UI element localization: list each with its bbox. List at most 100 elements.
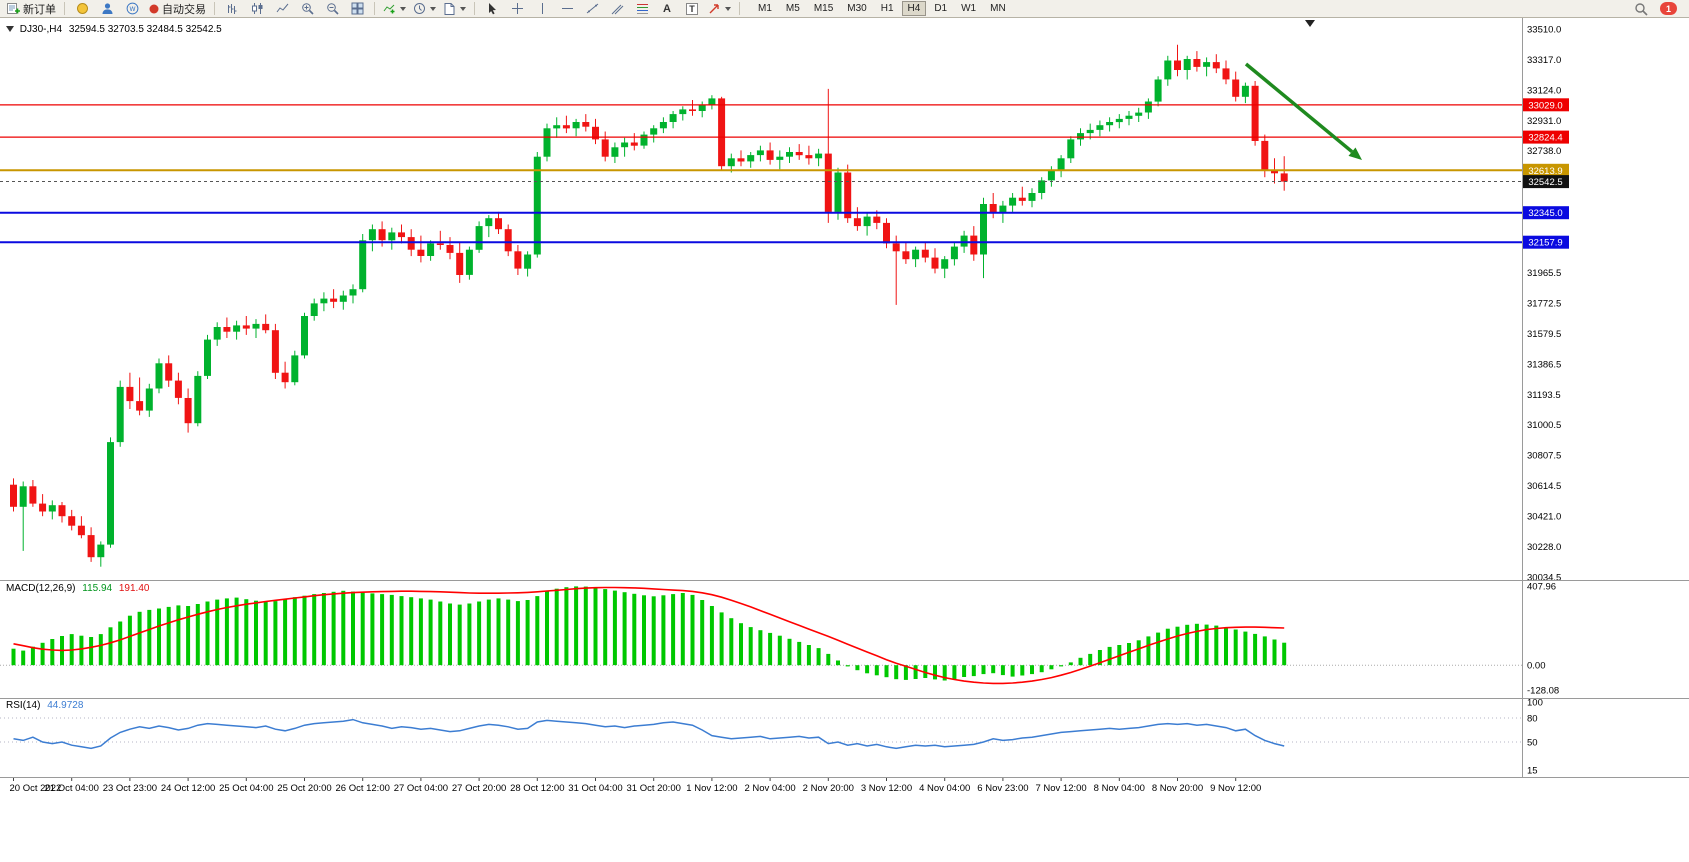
arrows-dropdown-button[interactable] [705,0,734,18]
candle-body [1077,133,1084,140]
new-order-button[interactable]: 新订单 [4,0,59,18]
macd-bar [680,593,685,666]
rsi-axis-label: 50 [1527,738,1538,749]
channel-tool-button[interactable] [605,0,629,18]
fibonacci-tool-button[interactable] [630,0,654,18]
candle-body [495,218,502,230]
macd-bar [273,601,278,666]
macd-bar [690,594,695,666]
timeframe-MN[interactable]: MN [990,3,1006,14]
chart-bars-button[interactable] [220,0,244,18]
date-label: 27 Oct 04:00 [394,783,448,794]
price-tag-32157.9[interactable]: 32157.9 [1522,235,1569,249]
trend-arrow-head[interactable] [1348,147,1363,161]
timeframe-M5[interactable]: M5 [785,3,800,14]
macd-bar [525,600,530,666]
trendline-tool-button[interactable] [580,0,604,18]
macd-signal-line [13,586,1285,685]
time-scale-area[interactable] [0,778,1689,800]
chart-candles-button[interactable] [245,0,269,18]
periods-dropdown-button[interactable] [410,0,439,18]
timeframe-H4[interactable]: H4 [901,1,927,16]
horizontal-line-tool-button[interactable] [555,0,579,18]
price-tag-33029.0[interactable]: 33029.0 [1522,98,1569,112]
price-scale-area[interactable] [1522,18,1689,777]
trend-arrow[interactable] [1244,62,1354,154]
price-axis-label: 31772.5 [1527,299,1561,310]
chart-plot-area[interactable] [0,18,1522,577]
tile-windows-icon [351,2,363,15]
chart-expand-icon[interactable] [6,26,14,33]
autotrading-status-icon [149,4,159,13]
signals-button[interactable] [70,0,94,18]
horizontal-line-icon [561,8,573,9]
macd-bar [186,606,191,666]
candle-body [184,398,192,424]
candle-body [1144,101,1152,113]
price-tag-text: 33029.0 [1528,100,1562,111]
candle-body [776,156,784,160]
cursor-tool-button[interactable] [480,0,504,18]
search-icon[interactable] [1634,2,1648,16]
macd-bar [1039,665,1044,673]
text-label-tool-button[interactable]: T [680,0,704,18]
price-tag-32613.9[interactable]: 32613.9 [1522,163,1569,177]
candle-body [650,128,658,135]
macd-bar [457,604,462,666]
macd-bar [1262,636,1267,666]
candle-body [562,125,570,129]
candle-body [892,243,900,252]
crosshair-tool-button[interactable] [505,0,529,18]
candle-body [87,535,95,558]
tile-windows-button[interactable] [345,0,369,18]
timeframe-M15[interactable]: M15 [813,3,834,14]
chart-shift-marker[interactable] [1305,20,1315,27]
macd-bar [836,660,840,666]
notification-badge[interactable]: 1 [1660,2,1677,15]
timeframe-M1[interactable]: M1 [758,3,772,14]
candle-body [592,126,599,140]
timeframe-D1[interactable]: D1 [934,3,948,14]
price-axis-label: 31386.5 [1527,359,1561,370]
chevron-down-icon [460,6,466,11]
candle-body [989,204,997,214]
candle-body [815,153,823,159]
candle-body [213,327,221,340]
price-axis-label: 32738.0 [1527,146,1561,157]
zoom-in-button[interactable] [295,0,319,18]
text-tool-button[interactable]: A [655,0,679,18]
candle-body [136,401,144,411]
macd-bar [719,612,724,666]
candle-body [786,152,793,157]
candle-body [1067,139,1075,159]
macd-bar [661,595,666,666]
candle-body [1193,59,1201,67]
vertical-line-tool-button[interactable] [530,0,554,18]
indicators-dropdown-button[interactable] [380,0,409,18]
candlestick-chart-icon [251,3,262,14]
macd-bar [1059,665,1064,667]
timeframe-M30[interactable]: M30 [847,3,867,14]
candle-body [980,204,987,255]
candle-body [1232,79,1240,97]
community-button[interactable]: w [120,0,144,18]
autotrading-button[interactable]: 自动交易 [145,0,209,18]
macd-bar [564,587,569,666]
price-axis-label: 31965.5 [1527,268,1561,279]
price-tag-32542.5[interactable]: 32542.5 [1522,175,1569,189]
timeframe-H1[interactable]: H1 [880,3,894,14]
candle-body [640,134,648,146]
zoom-out-button[interactable] [320,0,344,18]
macd-bar [1107,646,1112,666]
candle-body [301,316,308,356]
timeframe-W1[interactable]: W1 [961,3,977,14]
price-axis-label: 33124.0 [1527,85,1561,96]
price-tag-32345.0[interactable]: 32345.0 [1522,206,1569,220]
fibonacci-icon [636,4,648,14]
rsi-indicator-label: RSI(14) 44.9728 [6,700,83,711]
price-tag-32824.4[interactable]: 32824.4 [1522,130,1569,144]
community-icon: w [126,2,138,15]
chart-line-button[interactable] [270,0,294,18]
market-button[interactable] [95,0,119,18]
templates-dropdown-button[interactable] [440,0,469,18]
